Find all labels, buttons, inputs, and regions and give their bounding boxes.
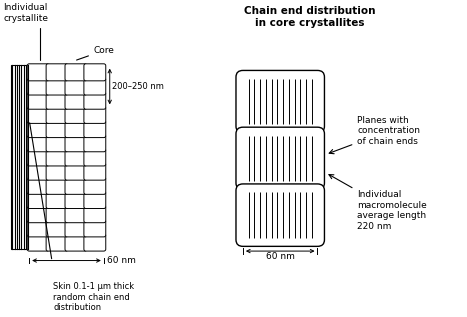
- Text: Individual
macromolecule
average length
220 nm: Individual macromolecule average length …: [329, 175, 427, 230]
- Text: 60 nm: 60 nm: [107, 256, 135, 265]
- FancyBboxPatch shape: [46, 120, 68, 138]
- FancyBboxPatch shape: [236, 184, 325, 246]
- FancyBboxPatch shape: [27, 234, 49, 251]
- FancyBboxPatch shape: [27, 220, 49, 237]
- FancyBboxPatch shape: [27, 149, 49, 166]
- FancyBboxPatch shape: [27, 163, 49, 180]
- FancyBboxPatch shape: [27, 206, 49, 223]
- FancyBboxPatch shape: [46, 78, 68, 95]
- FancyBboxPatch shape: [46, 220, 68, 237]
- FancyBboxPatch shape: [84, 92, 106, 109]
- FancyBboxPatch shape: [27, 64, 49, 81]
- FancyBboxPatch shape: [65, 191, 87, 209]
- Text: Core: Core: [77, 46, 115, 60]
- FancyBboxPatch shape: [84, 163, 106, 180]
- FancyBboxPatch shape: [46, 206, 68, 223]
- FancyBboxPatch shape: [65, 149, 87, 166]
- FancyBboxPatch shape: [27, 78, 49, 95]
- Text: Skin 0.1-1 μm thick
random chain end
distribution: Skin 0.1-1 μm thick random chain end dis…: [53, 282, 134, 312]
- Text: 60 nm: 60 nm: [266, 252, 295, 261]
- FancyBboxPatch shape: [236, 127, 325, 190]
- Text: Planes with
concentration
of chain ends: Planes with concentration of chain ends: [329, 116, 420, 154]
- FancyBboxPatch shape: [84, 64, 106, 81]
- FancyBboxPatch shape: [27, 135, 49, 152]
- FancyBboxPatch shape: [65, 234, 87, 251]
- FancyBboxPatch shape: [65, 135, 87, 152]
- FancyBboxPatch shape: [84, 191, 106, 209]
- FancyBboxPatch shape: [46, 135, 68, 152]
- FancyBboxPatch shape: [46, 191, 68, 209]
- Bar: [11, 65, 29, 249]
- FancyBboxPatch shape: [84, 234, 106, 251]
- Text: Chain end distribution
in core crystallites: Chain end distribution in core crystalli…: [244, 6, 376, 28]
- FancyBboxPatch shape: [27, 120, 49, 138]
- FancyBboxPatch shape: [84, 220, 106, 237]
- FancyBboxPatch shape: [27, 177, 49, 194]
- FancyBboxPatch shape: [65, 107, 87, 123]
- FancyBboxPatch shape: [84, 177, 106, 194]
- FancyBboxPatch shape: [46, 92, 68, 109]
- FancyBboxPatch shape: [84, 107, 106, 123]
- FancyBboxPatch shape: [65, 163, 87, 180]
- FancyBboxPatch shape: [65, 78, 87, 95]
- FancyBboxPatch shape: [46, 177, 68, 194]
- FancyBboxPatch shape: [84, 120, 106, 138]
- FancyBboxPatch shape: [46, 107, 68, 123]
- FancyBboxPatch shape: [65, 120, 87, 138]
- FancyBboxPatch shape: [27, 92, 49, 109]
- FancyBboxPatch shape: [46, 234, 68, 251]
- FancyBboxPatch shape: [27, 107, 49, 123]
- FancyBboxPatch shape: [65, 92, 87, 109]
- FancyBboxPatch shape: [65, 64, 87, 81]
- FancyBboxPatch shape: [65, 206, 87, 223]
- FancyBboxPatch shape: [46, 163, 68, 180]
- FancyBboxPatch shape: [46, 64, 68, 81]
- FancyBboxPatch shape: [236, 70, 325, 133]
- FancyBboxPatch shape: [84, 78, 106, 95]
- FancyBboxPatch shape: [84, 206, 106, 223]
- FancyBboxPatch shape: [46, 149, 68, 166]
- Text: Individual
crystallite: Individual crystallite: [3, 3, 49, 60]
- FancyBboxPatch shape: [65, 220, 87, 237]
- Text: 200–250 nm: 200–250 nm: [112, 82, 163, 91]
- FancyBboxPatch shape: [27, 191, 49, 209]
- FancyBboxPatch shape: [84, 149, 106, 166]
- FancyBboxPatch shape: [84, 135, 106, 152]
- FancyBboxPatch shape: [65, 177, 87, 194]
